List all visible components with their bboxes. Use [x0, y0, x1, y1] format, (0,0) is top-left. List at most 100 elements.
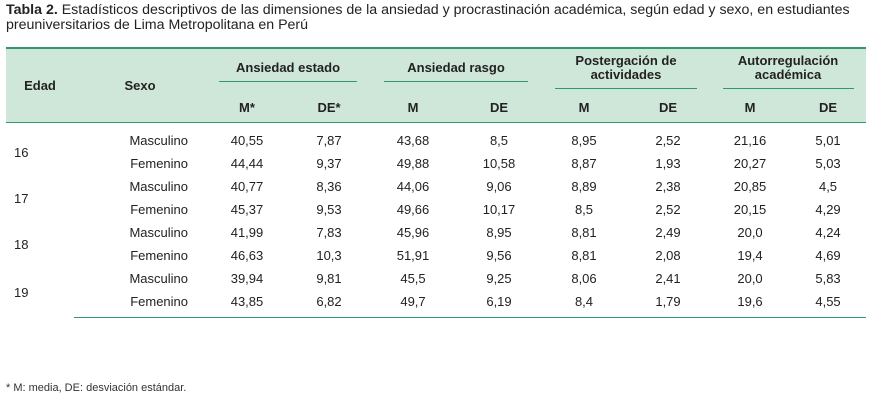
cell-edad: 16 [14, 144, 29, 160]
cell-value: 9,37 [316, 156, 342, 171]
cell-value: 21,16 [733, 133, 767, 148]
cell-value: 40,77 [230, 179, 264, 194]
subheader: DE [626, 93, 711, 123]
cell-value: 8,89 [571, 179, 597, 194]
cell-value: 4,55 [790, 290, 867, 318]
cell-value: 8,36 [316, 179, 342, 194]
cell-value: 4,29 [815, 202, 841, 217]
header-group: Ansiedad estado [206, 48, 370, 93]
cell-edad: 17 [14, 190, 29, 206]
cell-edad: 18 [14, 236, 29, 252]
cell-sexo: Femenino [130, 248, 188, 263]
subheader: M [542, 93, 626, 123]
cell-value: 8,5 [574, 202, 594, 217]
table-row: 17 Masculino 40,77 8,36 44,06 9,06 8,89 2,38 20,… [6, 175, 866, 206]
cell-value: 40,55 [230, 133, 264, 148]
subheader: M* [206, 93, 288, 123]
table-row: 18 Masculino 41,99 7,83 45,96 8,95 8,81 2,49 20,… [6, 221, 866, 252]
cell-sexo: Masculino [129, 225, 188, 240]
header-edad: Edad [6, 48, 74, 123]
cell-value: 2,38 [655, 179, 681, 194]
cell-value: 10,17 [482, 202, 516, 217]
cell-value: 39,94 [230, 271, 264, 286]
cell-value: 8,06 [571, 271, 597, 286]
cell-value: 5,01 [815, 133, 841, 148]
cell-value: 2,41 [655, 271, 681, 286]
cell-value: 49,88 [396, 156, 430, 171]
cell-value: 2,52 [655, 202, 681, 217]
table-row: 19 Masculino 39,94 9,81 45,5 9,25 8,06 2,41 20,0… [6, 267, 866, 300]
cell-value: 8,95 [486, 225, 512, 240]
cell-value: 2,52 [655, 133, 681, 148]
group-label: Ansiedad estado [219, 60, 357, 82]
cell-value: 43,68 [396, 133, 430, 148]
table-label: Tabla 2. [6, 2, 58, 18]
cell-value: 20,0 [737, 271, 763, 286]
cell-value: 6,19 [456, 290, 542, 318]
subheader: DE* [288, 93, 370, 123]
cell-value: 43,85 [206, 290, 288, 318]
cell-value: 20,85 [733, 179, 767, 194]
cell-value: 8,81 [571, 225, 597, 240]
cell-value: 2,49 [655, 225, 681, 240]
group-label: Autorregulación académica [722, 53, 854, 89]
cell-value: 20,0 [737, 225, 763, 240]
cell-value: 19,6 [710, 290, 791, 318]
table-caption: Tabla 2. Estadísticos descriptivos de la… [6, 3, 874, 33]
table-row: Femenino 43,85 6,82 49,7 6,19 8,4 1,79 19,6 4,55 [6, 290, 867, 318]
cell-value: 4,5 [818, 179, 838, 194]
cell-sexo: Femenino [130, 156, 188, 171]
cell-value: 49,7 [370, 290, 456, 318]
subheader: M [710, 93, 791, 123]
table-body: 16 Masculino 40,55 7,87 43,68 8,5 8,95 2,52 21,1… [6, 123, 867, 318]
cell-sexo: Femenino [130, 202, 188, 217]
table-row: Femenino 44,44 9,37 49,88 10,58 8,87 1,93 20,27… [6, 152, 866, 175]
cell-value: 8,4 [542, 290, 626, 318]
group-label: Postergación de actividades [555, 53, 697, 89]
cell-sexo: Masculino [129, 271, 188, 286]
cell-value: 10,58 [482, 156, 516, 171]
caption-text: Estadísticos descriptivos de las dimensi… [6, 2, 850, 33]
cell-value: 9,25 [486, 271, 512, 286]
cell-value: 5,03 [815, 156, 841, 171]
subheader: M [370, 93, 456, 123]
cell-value: 9,53 [316, 202, 342, 217]
cell-value: 1,93 [655, 156, 681, 171]
table-row: Femenino 45,37 9,53 49,66 10,17 8,5 2,52 20,15 4… [6, 198, 866, 221]
cell-value: 45,96 [396, 225, 430, 240]
cell-value: 8,5 [489, 133, 509, 148]
descriptive-stats-table: Edad Sexo Ansiedad estado Ansiedad rasgo… [6, 47, 867, 318]
header-group: Autorregulación académica [710, 48, 867, 93]
cell-value: 7,87 [316, 133, 342, 148]
cell-value: 10,3 [316, 248, 342, 263]
cell-value: 20,27 [733, 156, 767, 171]
group-label: Ansiedad rasgo [383, 60, 529, 82]
cell-value: 20,15 [733, 202, 767, 217]
cell-value: 45,5 [400, 271, 426, 286]
cell-edad: 19 [14, 284, 29, 300]
cell-value: 9,56 [486, 248, 512, 263]
cell-value: 4,69 [815, 248, 841, 263]
cell-value: 19,4 [737, 248, 763, 263]
cell-value: 5,83 [815, 271, 841, 286]
cell-value: 49,66 [396, 202, 430, 217]
cell-sexo: Masculino [129, 179, 188, 194]
cell-value: 8,87 [571, 156, 597, 171]
header-sexo: Sexo [74, 48, 206, 123]
cell-value: 9,81 [316, 271, 342, 286]
cell-value: 46,63 [230, 248, 264, 263]
cell-value: 6,82 [288, 290, 370, 318]
table-footnote: * M: media, DE: desviación estándar. [6, 382, 187, 394]
cell-value: 44,06 [396, 179, 430, 194]
cell-value: 8,81 [571, 248, 597, 263]
cell-value: 44,44 [230, 156, 264, 171]
header-group: Postergación de actividades [542, 48, 711, 93]
cell-value: 1,79 [626, 290, 711, 318]
cell-value: 45,37 [230, 202, 264, 217]
cell-sexo: Masculino [129, 133, 188, 148]
cell-value: 7,83 [316, 225, 342, 240]
table-row: 16 Masculino 40,55 7,87 43,68 8,5 8,95 2,52 21,1… [6, 123, 866, 160]
cell-value: 9,06 [486, 179, 512, 194]
subheader: DE [790, 93, 867, 123]
cell-value: 41,99 [230, 225, 264, 240]
